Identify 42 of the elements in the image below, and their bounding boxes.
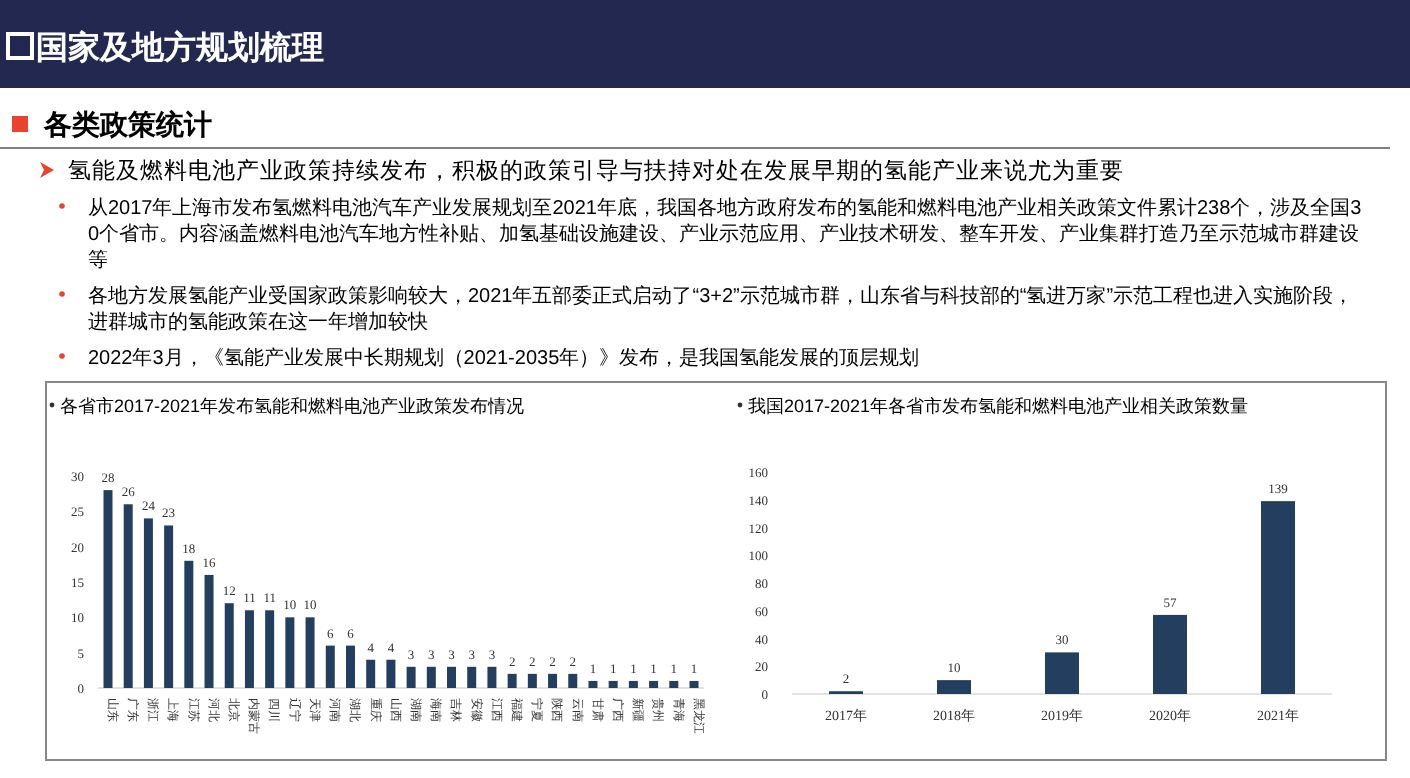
- chart-title: 各省市2017-2021年发布氢能和燃料电池产业政策发布情况: [60, 396, 525, 416]
- bar: [568, 673, 578, 688]
- text: 氢能及燃料电池产业政策持续发布，积极的政策引导与扶持对处在发展早期的氢能产业来说尤为重要: [68, 156, 1124, 184]
- bar: [487, 666, 497, 688]
- bar: [123, 504, 133, 688]
- text: 各类政策统计: [42, 108, 212, 140]
- bar: [527, 673, 537, 688]
- bar: [628, 680, 638, 688]
- text: 2022年3月，《氢能产业发展中长期规划（2021-2035年）》发布，是我国氢能发展的顶层规划: [88, 346, 920, 370]
- bar: [366, 659, 376, 688]
- text: 国家及地方规划梳理: [36, 28, 324, 66]
- bar: [244, 610, 254, 688]
- bar: [1261, 501, 1295, 694]
- bar: [143, 518, 153, 688]
- bar: [507, 673, 517, 688]
- bar: [406, 666, 416, 688]
- bar: [265, 610, 275, 688]
- text: 各地方发展氢能产业受国家政策影响较大，2021年五部委正式启动了“3+2”示范城市群，山东省与科技部的“氢进万家”示范工程也进入实施阶段，进群城市的氢能政策在这一年增加较快: [88, 284, 1354, 334]
- bar: [305, 617, 315, 688]
- chart-title: 我国2017-2021年各省市发布氢能和燃料电池产业相关政策数量: [748, 396, 1249, 416]
- bar: [1153, 614, 1187, 694]
- bar: [467, 666, 477, 688]
- bar: [588, 680, 598, 688]
- bar: [204, 574, 214, 688]
- bar: [285, 617, 295, 688]
- bar: [426, 666, 436, 688]
- bar: [447, 666, 457, 688]
- bar: [548, 673, 558, 688]
- bar: [103, 490, 113, 688]
- bar: [325, 645, 335, 688]
- bar: [689, 680, 699, 688]
- bar: [1045, 652, 1079, 694]
- bar: [345, 645, 355, 688]
- bar: [608, 680, 618, 688]
- bar: [164, 525, 174, 688]
- bar: [224, 603, 234, 688]
- bar: [937, 680, 971, 694]
- text: 从2017年上海市发布氢燃料电池汽车产业发展规划至2021年底，我国各地方政府发布的氢能和燃料电池产业相关政策文件累计238个，涉及全国30个省市。内容涵盖燃料电池汽车地方性补贴、加氢基础设施建设、产业示范应用、产业技术研发、整车开发、产业集群打造乃至示范城市群建设等: [88, 196, 1363, 272]
- bar: [649, 680, 659, 688]
- bar: [184, 560, 194, 688]
- bar: [386, 659, 396, 688]
- bar: [669, 680, 679, 688]
